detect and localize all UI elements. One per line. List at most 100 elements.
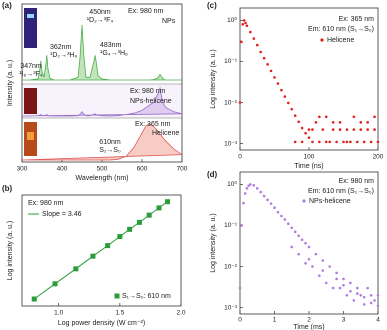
x-axis-label: Time (ns) xyxy=(294,163,323,170)
point xyxy=(304,261,307,265)
point xyxy=(280,214,283,218)
point xyxy=(318,274,321,277)
point xyxy=(241,23,245,26)
legend-marker xyxy=(320,38,324,42)
point xyxy=(338,286,342,290)
annotation: ¹D₂→³F₄ xyxy=(87,17,114,24)
point xyxy=(276,210,280,214)
spectrum xyxy=(21,86,183,117)
x-tick-label: 700 xyxy=(177,166,188,173)
point xyxy=(359,128,363,131)
point xyxy=(331,286,335,290)
point xyxy=(287,222,290,226)
point xyxy=(307,245,311,249)
point xyxy=(307,136,311,139)
y-tick-label: 10⁰ xyxy=(227,16,237,24)
point xyxy=(356,140,359,144)
point xyxy=(242,19,246,22)
point xyxy=(324,115,328,119)
point xyxy=(318,140,321,144)
point xyxy=(269,69,273,73)
point xyxy=(356,286,359,290)
series-label: NPs-helicene xyxy=(130,98,172,105)
point xyxy=(338,121,342,124)
point xyxy=(345,293,349,297)
y-tick-label: 10⁻¹ xyxy=(224,58,238,65)
y-tick-label: 10⁻³ xyxy=(224,304,238,311)
series-label: Helicene xyxy=(152,130,179,137)
point xyxy=(304,241,307,245)
point xyxy=(304,131,307,135)
annotation: Ex: 980 nm xyxy=(28,200,64,207)
point xyxy=(311,140,314,144)
point xyxy=(244,21,247,25)
marker xyxy=(136,219,142,225)
point xyxy=(238,101,242,104)
annotation: Ex: 980 nm xyxy=(339,178,375,185)
point xyxy=(376,293,380,297)
point xyxy=(300,140,304,144)
point xyxy=(311,128,314,131)
point xyxy=(300,126,304,130)
y-axis-label: Log intensity (a. u.) xyxy=(7,221,14,281)
y-tick-label: 10⁻² xyxy=(224,99,238,106)
annotation: Ex: 365 nm xyxy=(339,16,375,23)
point xyxy=(352,115,356,119)
point xyxy=(362,140,366,144)
annotation: S₁→S₀ xyxy=(99,147,121,154)
x-tick-label: 3 xyxy=(342,317,346,324)
point xyxy=(290,226,294,230)
point xyxy=(293,140,297,144)
point xyxy=(290,245,294,249)
point xyxy=(283,95,287,98)
point xyxy=(249,30,252,34)
annotation: ¹G₄→³H₆ xyxy=(100,50,128,57)
marker xyxy=(31,296,37,302)
point xyxy=(328,265,332,268)
y-tick-label: 10⁻¹ xyxy=(224,222,238,229)
point xyxy=(352,299,356,302)
point xyxy=(373,115,376,119)
point xyxy=(321,259,325,262)
x-tick-label: 500 xyxy=(97,166,108,173)
x-tick-label: 2.0 xyxy=(176,310,185,317)
point xyxy=(362,295,366,299)
panel-label: (d) xyxy=(207,170,218,179)
point xyxy=(255,43,259,47)
point xyxy=(297,234,300,238)
point xyxy=(276,82,280,85)
x-tick-label: 1.0 xyxy=(54,310,63,317)
point xyxy=(307,128,311,131)
marker xyxy=(146,212,152,218)
point xyxy=(362,303,366,306)
x-axis-label: Time (ms) xyxy=(293,324,324,330)
point xyxy=(342,277,345,281)
annotation: ¹I₆→³F₄ xyxy=(19,71,43,78)
point xyxy=(255,187,259,190)
annotation: 610nm xyxy=(99,139,121,146)
x-tick-label: 600 xyxy=(137,166,148,173)
point xyxy=(238,286,242,290)
marker xyxy=(127,226,133,232)
point xyxy=(300,238,304,242)
annotation: Em: 610 nm (S₁→S₀) xyxy=(308,188,374,195)
point xyxy=(352,128,356,131)
point xyxy=(252,183,256,187)
marker xyxy=(117,234,123,240)
point xyxy=(321,128,325,131)
point xyxy=(321,269,325,272)
point xyxy=(240,224,244,227)
y-tick-label: 10⁻³ xyxy=(224,140,238,147)
marker xyxy=(73,266,79,272)
point xyxy=(349,140,352,144)
point xyxy=(297,252,300,256)
point xyxy=(314,121,318,124)
point xyxy=(356,292,359,295)
point xyxy=(331,128,335,131)
point xyxy=(376,140,380,144)
point xyxy=(369,293,373,297)
point xyxy=(262,194,266,198)
annotation: Em: 610 nm (S₁→S₀) xyxy=(308,26,374,33)
point xyxy=(269,202,273,205)
point xyxy=(373,299,376,302)
